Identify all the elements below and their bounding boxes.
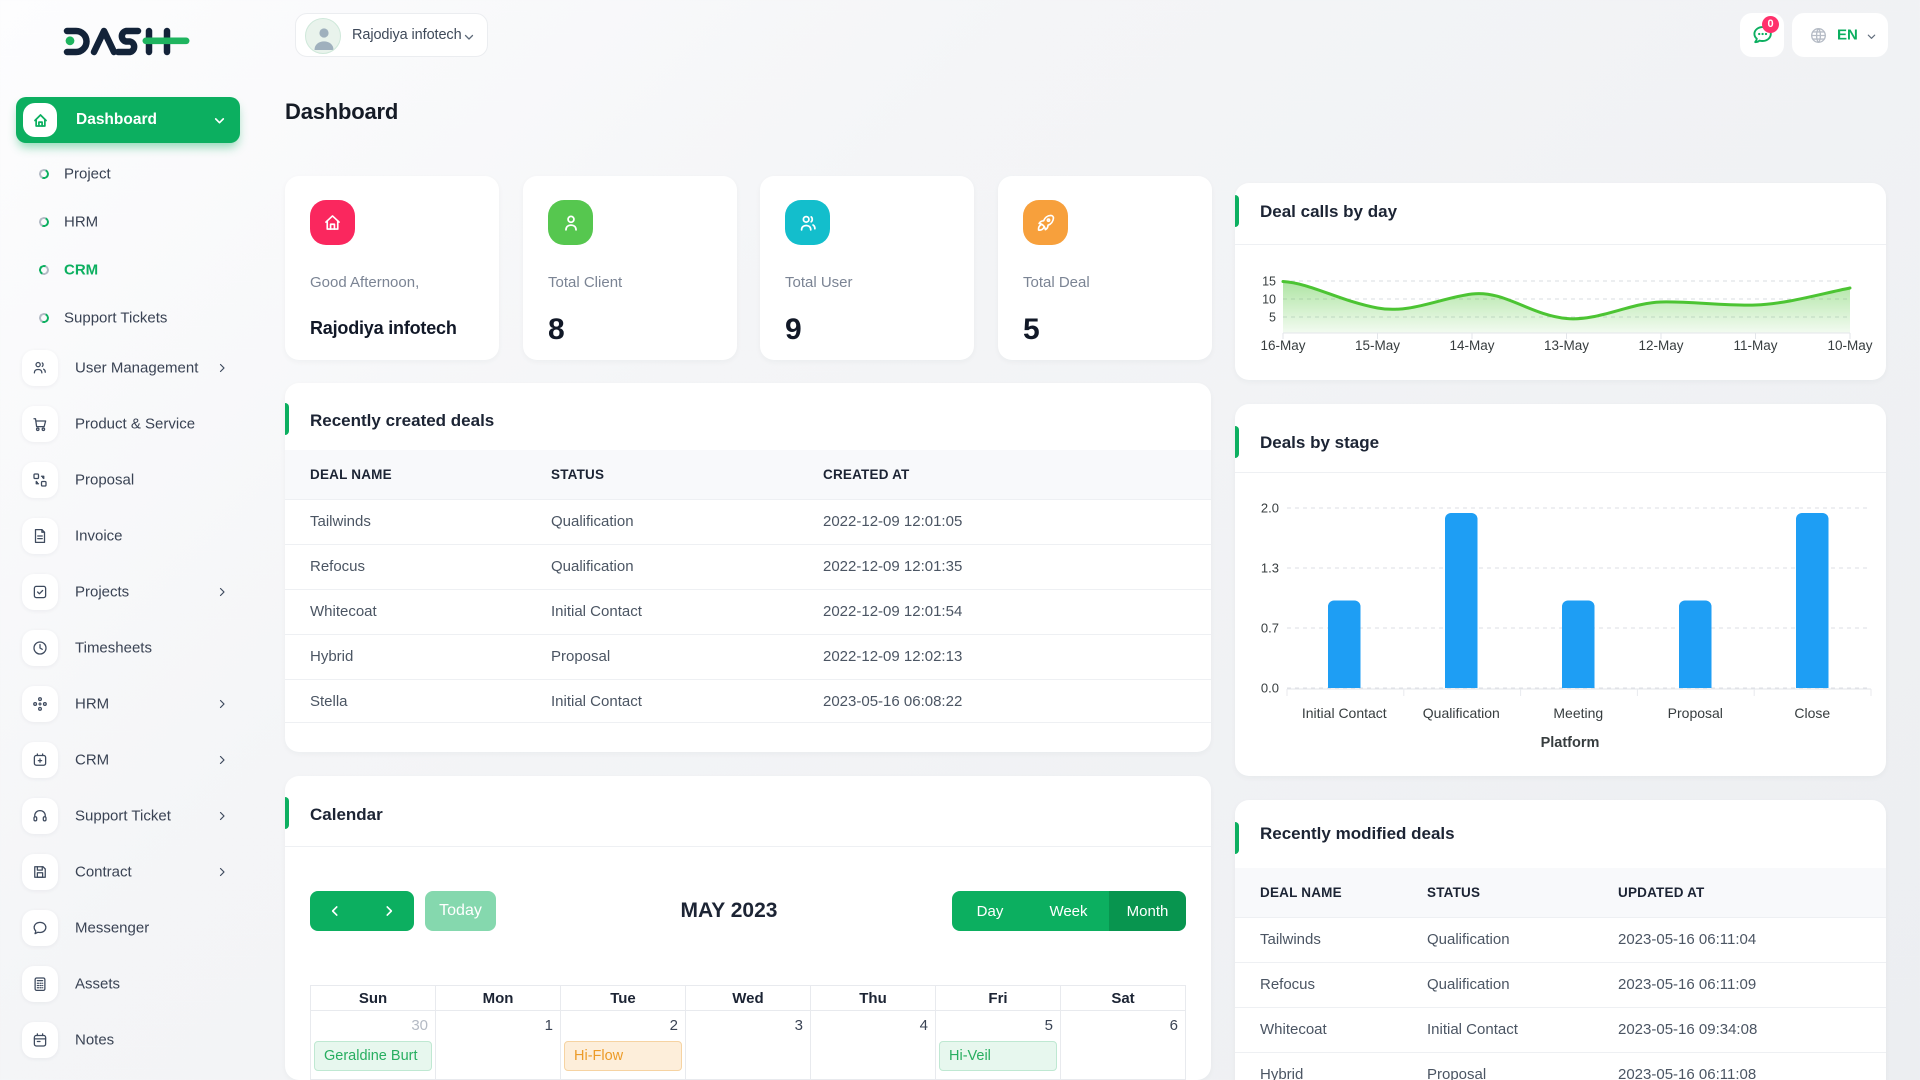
svg-text:Platform: Platform <box>1541 735 1600 751</box>
svg-text:16-May: 16-May <box>1260 338 1305 353</box>
svg-text:15-May: 15-May <box>1355 338 1400 353</box>
svg-text:0.7: 0.7 <box>1261 621 1279 636</box>
svg-text:0.0: 0.0 <box>1261 681 1279 696</box>
svg-text:14-May: 14-May <box>1449 338 1494 353</box>
svg-text:Meeting: Meeting <box>1553 705 1603 721</box>
svg-text:Initial Contact: Initial Contact <box>1302 705 1387 721</box>
svg-text:1.3: 1.3 <box>1261 561 1279 576</box>
svg-text:Close: Close <box>1794 705 1830 721</box>
svg-text:2.0: 2.0 <box>1261 501 1279 516</box>
svg-text:10: 10 <box>1262 293 1276 307</box>
svg-text:10-May: 10-May <box>1827 338 1872 353</box>
svg-text:Qualification: Qualification <box>1423 705 1500 721</box>
svg-text:11-May: 11-May <box>1733 338 1777 353</box>
svg-text:Proposal: Proposal <box>1668 705 1723 721</box>
svg-text:5: 5 <box>1269 311 1276 325</box>
svg-text:15: 15 <box>1262 275 1276 289</box>
svg-text:12-May: 12-May <box>1638 338 1683 353</box>
svg-text:13-May: 13-May <box>1544 338 1589 353</box>
